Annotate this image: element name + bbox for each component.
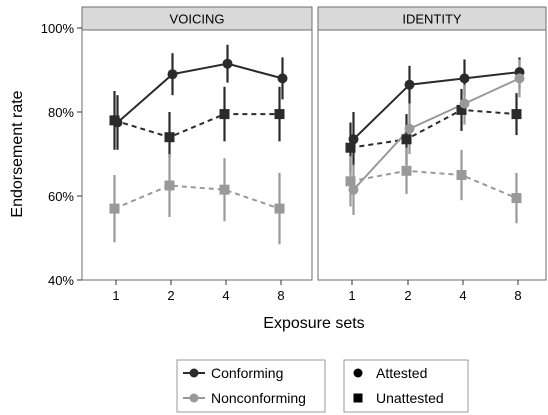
x-tick-label-identity-2: 2 <box>404 288 411 303</box>
legend-shape-frame <box>343 359 469 413</box>
data-point-nonconforming-unattested-facet-1-x-8 <box>511 193 522 204</box>
data-point-nonconforming-attested-facet-1-x-8 <box>514 73 525 84</box>
x-tick-label-voicing-2: 2 <box>167 288 174 303</box>
y-tick-label-60: 60% <box>48 189 74 204</box>
data-point-nonconforming-attested-facet-1-x-4 <box>459 98 470 109</box>
legend-attested-swatch <box>353 368 363 378</box>
data-point-conforming-attested-facet-1-x-2 <box>404 79 415 90</box>
x-tick-label-voicing-4: 4 <box>222 288 229 303</box>
legend-conforming-swatch <box>189 368 199 378</box>
plot-data-layer <box>109 44 525 245</box>
series-line-conforming-unattested-facet-0 <box>114 113 280 139</box>
legend-nonconforming-swatch <box>189 393 199 403</box>
data-point-conforming-attested-facet-0-x-4 <box>222 58 233 69</box>
x-tick-label-voicing-8: 8 <box>277 288 284 303</box>
series-line-conforming-unattested-facet-1 <box>350 108 517 149</box>
data-point-conforming-attested-facet-0-x-8 <box>277 73 288 84</box>
data-point-nonconforming-unattested-facet-0-x-4 <box>219 184 230 195</box>
x-tick-label-identity-8: 8 <box>514 288 521 303</box>
x-axis: 1 2 4 8 1 2 4 8 <box>112 280 522 303</box>
data-point-nonconforming-unattested-facet-0-x-2 <box>164 180 175 191</box>
series-line-nonconforming-unattested-facet-1 <box>350 169 517 200</box>
data-point-conforming-attested-facet-0-x-2 <box>167 69 178 80</box>
series-line-nonconforming-unattested-facet-0 <box>114 184 280 210</box>
y-tick-label-80: 80% <box>48 105 74 120</box>
y-tick-label-40: 40% <box>48 273 74 288</box>
series-line-conforming-attested-facet-1 <box>352 71 520 141</box>
y-axis-title: Endorsement rate <box>9 90 26 217</box>
series-line-conforming-attested-facet-0 <box>116 62 283 124</box>
data-point-conforming-attested-facet-1-x-4 <box>459 73 470 84</box>
data-point-nonconforming-unattested-facet-1-x-2 <box>401 165 412 176</box>
facet-panel-identity-background <box>317 29 547 281</box>
data-point-conforming-unattested-facet-0-x-2 <box>164 132 175 143</box>
legend-attested-label: Attested <box>376 365 427 381</box>
legend-nonconforming-label: Nonconforming <box>211 390 306 406</box>
data-point-nonconforming-unattested-facet-1-x-1 <box>345 176 356 187</box>
y-axis: 40% 60% 80% 100% <box>41 21 82 288</box>
data-point-conforming-unattested-facet-0-x-4 <box>219 109 230 120</box>
legend-unattested-swatch <box>353 393 363 403</box>
data-point-nonconforming-unattested-facet-1-x-4 <box>456 170 467 180</box>
facet-label-voicing: VOICING <box>170 12 225 27</box>
x-tick-label-identity-1: 1 <box>348 288 355 303</box>
data-point-nonconforming-attested-facet-1-x-2 <box>404 123 415 134</box>
series-line-nonconforming-attested-facet-1 <box>352 77 520 191</box>
data-point-conforming-attested-facet-1-x-1 <box>348 134 359 145</box>
legend-color: Conforming Nonconforming <box>176 359 326 413</box>
data-point-conforming-unattested-facet-1-x-1 <box>345 142 356 153</box>
data-point-conforming-unattested-facet-1-x-4 <box>456 104 467 115</box>
data-point-conforming-unattested-facet-0-x-8 <box>274 109 285 120</box>
legend-color-frame <box>176 359 326 413</box>
y-tick-label-100: 100% <box>41 21 75 36</box>
data-point-nonconforming-attested-facet-1-x-1 <box>348 184 359 195</box>
data-point-conforming-unattested-facet-0-x-1 <box>109 115 120 126</box>
data-point-conforming-unattested-facet-1-x-8 <box>511 109 522 120</box>
data-point-nonconforming-unattested-facet-0-x-1 <box>109 203 120 214</box>
legend-conforming-label: Conforming <box>211 365 283 381</box>
x-axis-title: Exposure sets <box>263 315 364 332</box>
data-point-nonconforming-unattested-facet-0-x-8 <box>274 203 285 214</box>
data-point-conforming-unattested-facet-1-x-2 <box>401 134 412 145</box>
facet-strip-voicing <box>81 6 313 31</box>
facet-strip-identity <box>317 6 547 31</box>
x-tick-label-voicing-1: 1 <box>112 288 119 303</box>
legend-unattested-label: Unattested <box>376 390 444 406</box>
facet-label-identity: IDENTITY <box>402 12 462 27</box>
legend-shape: Attested Unattested <box>343 359 469 413</box>
x-tick-label-identity-4: 4 <box>459 288 466 303</box>
facet-panel-voicing-background <box>81 29 313 281</box>
